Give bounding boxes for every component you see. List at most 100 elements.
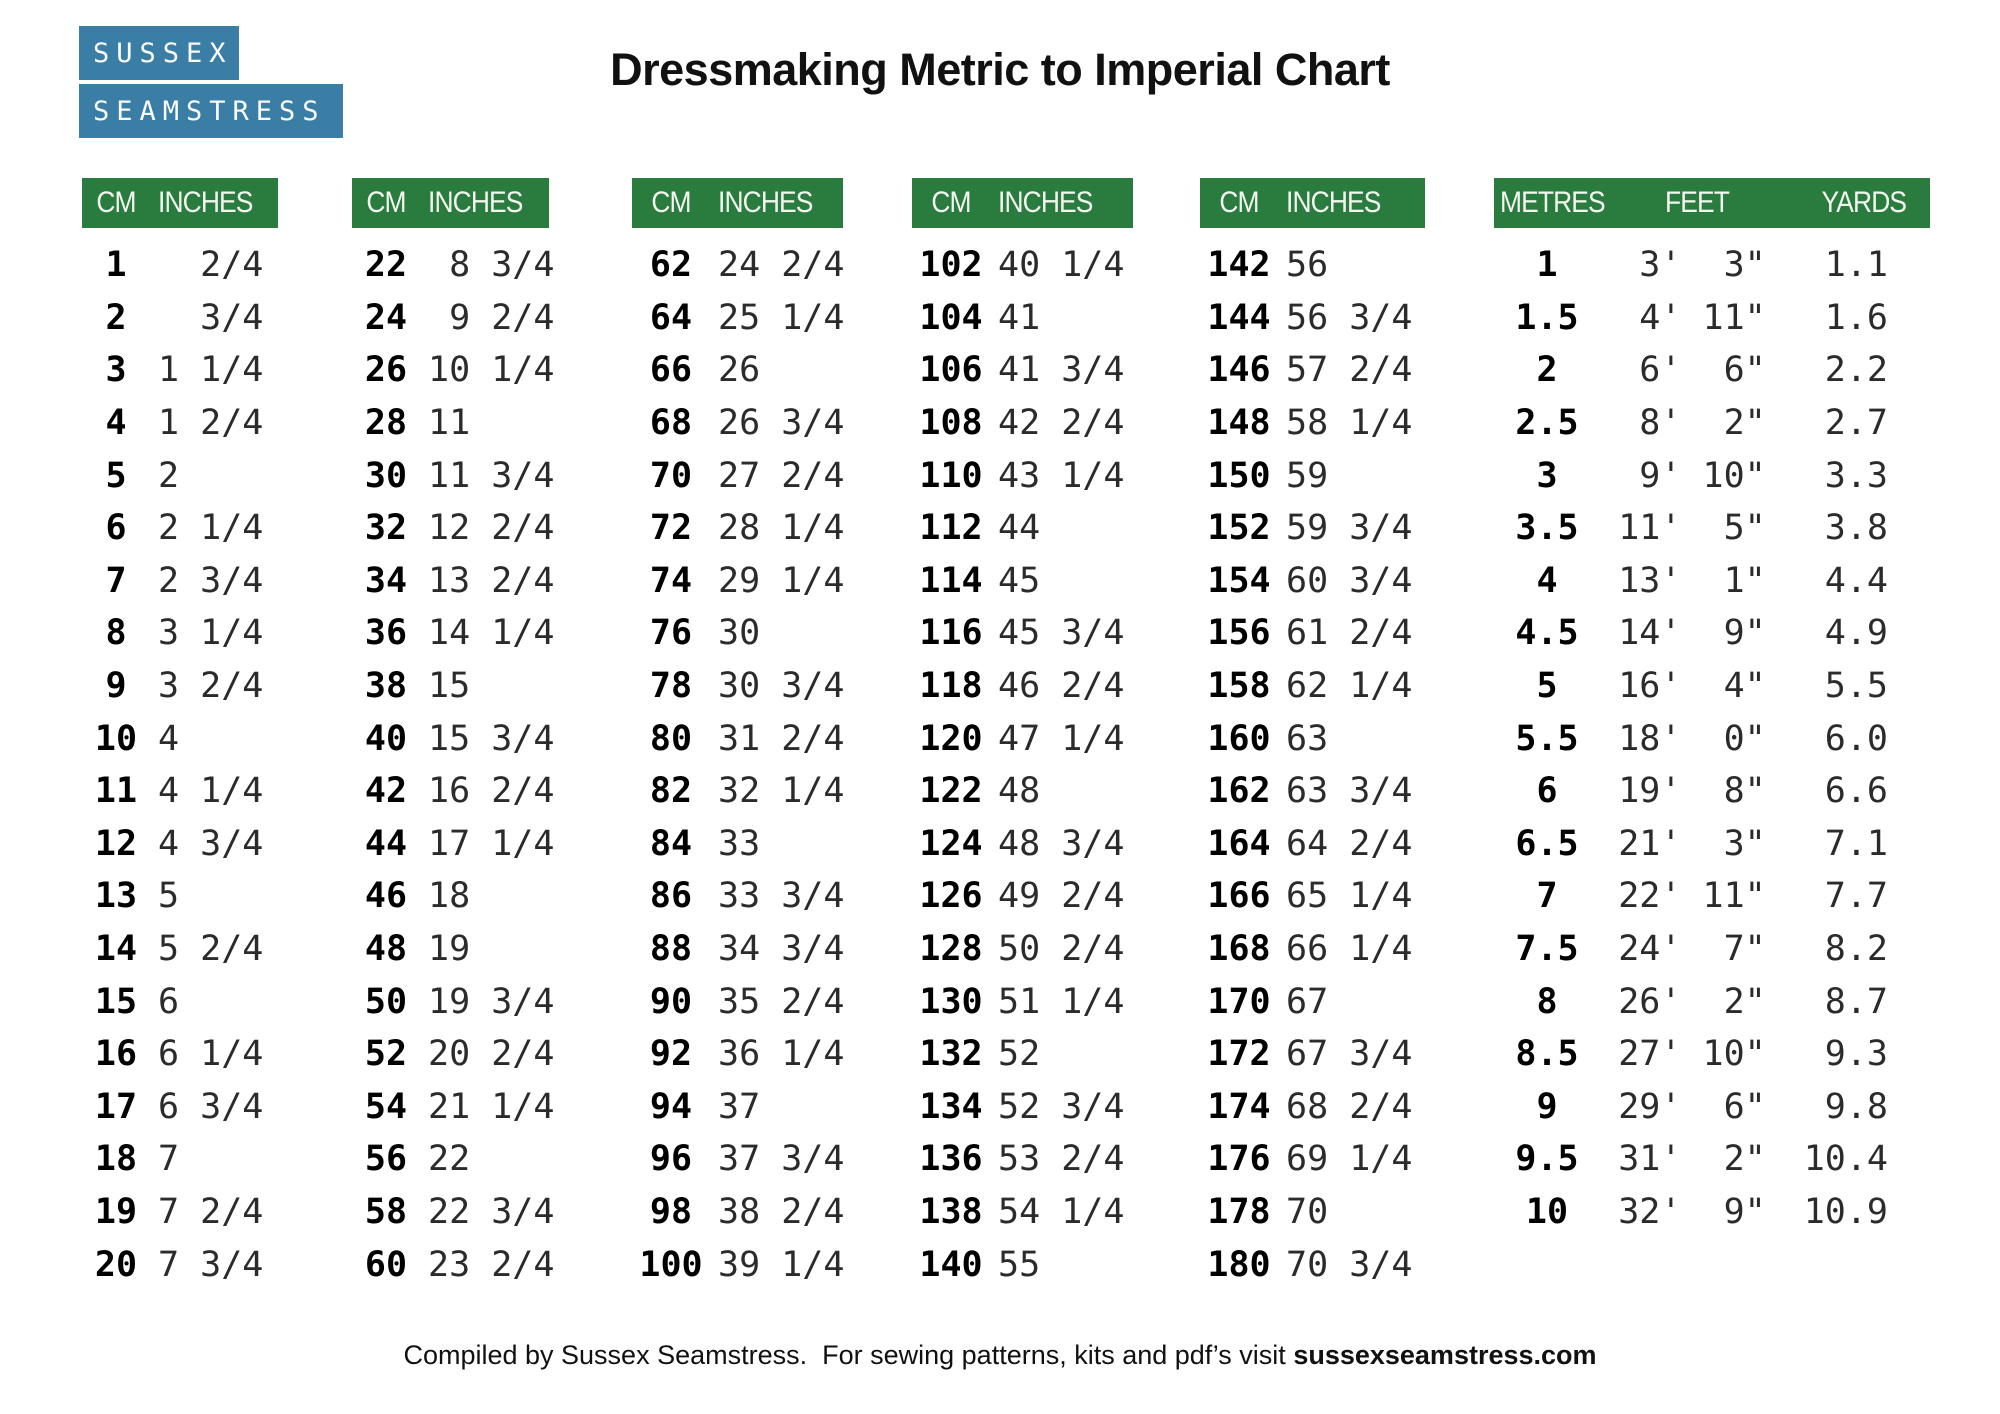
table-row: 20 7 3/4 <box>82 1238 278 1291</box>
cm-value: 104 <box>919 297 983 338</box>
table-row: 106 41 3/4 <box>912 344 1133 397</box>
cm-value: 98 <box>649 1191 693 1232</box>
table-row: 62 24 2/4 <box>632 239 845 292</box>
cm-value: 7 <box>105 560 127 601</box>
table-row: 17 6 3/4 <box>82 1081 278 1134</box>
yards-value: 8.2 <box>1803 929 1888 970</box>
inches-value: 11 3/4 <box>428 455 555 496</box>
cm-inches-table-5: CM INCHES 142 56 144 56 3/4 146 57 2/4 148 58 1/4… <box>1200 178 1425 1291</box>
table-row: 50 19 3/4 <box>352 975 555 1028</box>
table-row: 30 11 3/4 <box>352 449 555 502</box>
inches-value: 26 3/4 <box>718 403 845 444</box>
cm-value: 58 <box>364 1191 408 1232</box>
cm-value: 132 <box>919 1034 983 1075</box>
table-row: 40 15 3/4 <box>352 712 555 765</box>
table-row: 172 67 3/4 <box>1200 1028 1425 1081</box>
metres-value: 3.5 <box>1515 508 1579 549</box>
inches-value: 51 1/4 <box>998 981 1125 1022</box>
inches-value: 37 3/4 <box>718 1139 845 1180</box>
table-row: 9 3 2/4 <box>82 660 278 713</box>
inches-value: 27 2/4 <box>718 455 845 496</box>
inches-value: 70 <box>1286 1191 1329 1232</box>
cm-inches-table-1: CM INCHES 1 2/4 2 3/4 3 1 1/4 4 1 2/4 5 2 6 2 1/4 7 2… <box>82 178 278 1291</box>
table-row: 3 1 1/4 <box>82 344 278 397</box>
cm-value: 32 <box>364 508 408 549</box>
cm-value: 100 <box>639 1244 703 1285</box>
cm-value: 13 <box>94 876 138 917</box>
inches-value: 18 <box>428 876 471 917</box>
logo-line-sussex: SUSSEX <box>79 26 239 80</box>
cm-value: 30 <box>364 455 408 496</box>
feet-value: 24' 7" <box>1618 929 1766 970</box>
inches-value: 66 1/4 <box>1286 929 1413 970</box>
cm-value: 134 <box>919 1086 983 1127</box>
cm-value: 180 <box>1207 1244 1271 1285</box>
inches-value: 68 2/4 <box>1286 1086 1413 1127</box>
inches-value: 1 1/4 <box>158 350 264 391</box>
cm-value: 96 <box>649 1139 693 1180</box>
inches-value: 54 1/4 <box>998 1191 1125 1232</box>
table-row: 3 9' 10" 3.3 <box>1494 449 1930 502</box>
feet-value: 18' 0" <box>1618 718 1766 759</box>
table-row: 22 8 3/4 <box>352 239 555 292</box>
cm-value: 22 <box>364 245 408 286</box>
yards-value: 10.4 <box>1803 1139 1888 1180</box>
inches-value: 21 1/4 <box>428 1086 555 1127</box>
table-row: 13 5 <box>82 870 278 923</box>
footer-note: Compiled by Sussex Seamstress. For sewin… <box>0 1340 2000 1371</box>
table-row: 6 19' 8" 6.6 <box>1494 765 1930 818</box>
cm-value: 36 <box>364 613 408 654</box>
inches-value: 6 <box>158 981 180 1022</box>
inches-header: INCHES <box>998 186 1093 219</box>
yards-value: 4.4 <box>1803 560 1888 601</box>
inches-value: 62 1/4 <box>1286 666 1413 707</box>
table-row: 174 68 2/4 <box>1200 1081 1425 1134</box>
inches-value: 43 1/4 <box>998 455 1125 496</box>
table-row: 140 55 <box>912 1238 1133 1291</box>
table-row: 98 38 2/4 <box>632 1186 845 1239</box>
table-row: 126 49 2/4 <box>912 870 1133 923</box>
cm-value: 154 <box>1207 560 1271 601</box>
cm-value: 166 <box>1207 876 1271 917</box>
table-row: 12 4 3/4 <box>82 818 278 871</box>
table-row: 2 3/4 <box>82 292 278 345</box>
feet-value: 11' 5" <box>1618 508 1766 549</box>
cm-value: 178 <box>1207 1191 1271 1232</box>
cm-header: CM <box>96 186 136 219</box>
feet-value: 22' 11" <box>1618 876 1766 917</box>
cm-value: 120 <box>919 718 983 759</box>
inches-value: 61 2/4 <box>1286 613 1413 654</box>
yards-header: YARDS <box>1821 186 1906 219</box>
inches-value: 23 2/4 <box>428 1244 555 1285</box>
cm-value: 176 <box>1207 1139 1271 1180</box>
metres-value: 5.5 <box>1515 718 1579 759</box>
feet-value: 6' 6" <box>1618 350 1766 391</box>
inches-value: 8 3/4 <box>428 245 555 286</box>
metres-value: 6 <box>1536 771 1558 812</box>
inches-value: 7 3/4 <box>158 1244 264 1285</box>
feet-value: 3' 3" <box>1618 245 1766 286</box>
cm-inches-table-4: CM INCHES 102 40 1/4 104 41 106 41 3/4 108 42 2/4… <box>912 178 1133 1291</box>
yards-value: 3.3 <box>1803 455 1888 496</box>
inches-value: 24 2/4 <box>718 245 845 286</box>
table-row: 82 32 1/4 <box>632 765 845 818</box>
table-row: 74 29 1/4 <box>632 555 845 608</box>
inches-value: 14 1/4 <box>428 613 555 654</box>
cm-value: 118 <box>919 666 983 707</box>
cm-value: 66 <box>649 350 693 391</box>
metres-value: 6.5 <box>1515 823 1579 864</box>
inches-value: 6 1/4 <box>158 1034 264 1075</box>
feet-value: 16' 4" <box>1618 666 1766 707</box>
metres-value: 4.5 <box>1515 613 1579 654</box>
table-row: 160 63 <box>1200 712 1425 765</box>
table-row: 152 59 3/4 <box>1200 502 1425 555</box>
table-row: 168 66 1/4 <box>1200 923 1425 976</box>
page-title: Dressmaking Metric to Imperial Chart <box>610 44 1390 95</box>
cm-value: 136 <box>919 1139 983 1180</box>
inches-value: 4 3/4 <box>158 823 264 864</box>
table-row: 170 67 <box>1200 975 1425 1028</box>
table-body: 1 2/4 2 3/4 3 1 1/4 4 1 2/4 5 2 6 2 1/4 7 2 3/4 8 3 1… <box>82 239 278 1291</box>
inches-value: 15 3/4 <box>428 718 555 759</box>
table-row: 52 20 2/4 <box>352 1028 555 1081</box>
